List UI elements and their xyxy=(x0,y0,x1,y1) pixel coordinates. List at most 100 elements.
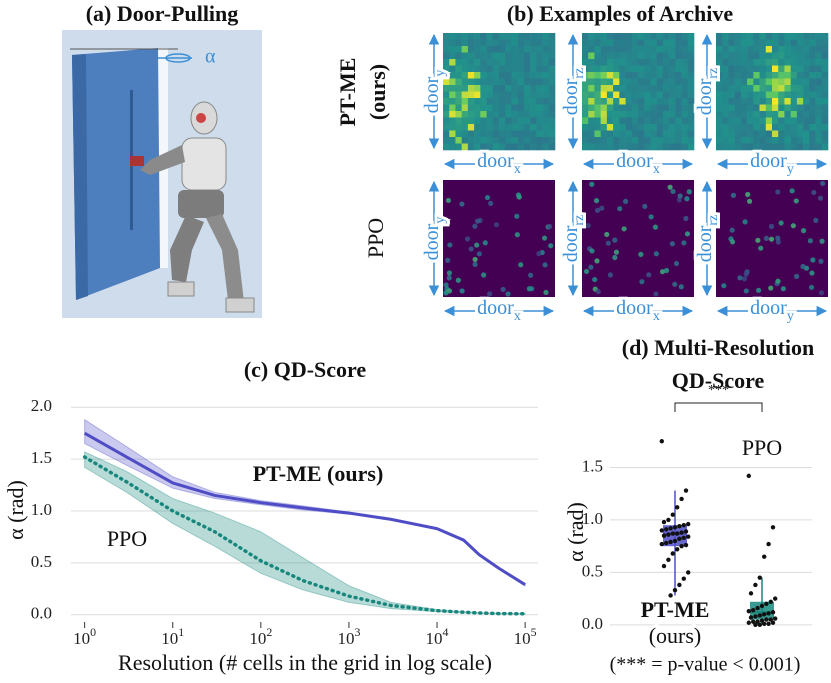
map-dot xyxy=(810,257,816,263)
map-cell xyxy=(582,33,589,40)
map-cell xyxy=(681,52,689,60)
map-cell xyxy=(542,124,550,131)
map-cell xyxy=(461,85,469,92)
map-dot xyxy=(768,236,775,242)
map-cell xyxy=(530,72,537,79)
map-cell xyxy=(505,85,512,92)
map-cell xyxy=(631,65,639,73)
map-cell xyxy=(548,124,556,131)
map-cell xyxy=(536,39,543,47)
map-cell xyxy=(619,111,626,118)
map-cell xyxy=(505,104,512,112)
map-cell xyxy=(734,124,742,131)
map-cell xyxy=(716,104,723,112)
map-cell xyxy=(594,65,601,73)
map-cell xyxy=(669,137,676,144)
map-cell xyxy=(486,65,494,73)
map-cell xyxy=(790,117,798,125)
map-cell xyxy=(536,98,543,105)
map-cell xyxy=(588,85,595,92)
map-cell xyxy=(650,130,657,138)
map-dot xyxy=(593,198,600,204)
map-cell xyxy=(644,98,651,105)
map-dot xyxy=(780,286,786,292)
map-cell xyxy=(523,39,531,47)
map-cell xyxy=(753,98,760,105)
map-cell xyxy=(505,124,512,131)
map-cell xyxy=(486,39,494,47)
map-cell xyxy=(461,98,469,105)
map-cell xyxy=(486,137,494,144)
map-cell xyxy=(594,91,601,99)
map-dot xyxy=(775,189,781,195)
map-cell xyxy=(480,137,487,144)
map-cell xyxy=(728,65,735,73)
map-cell xyxy=(542,143,550,151)
map-cell xyxy=(594,46,601,53)
map-cell xyxy=(594,72,601,79)
map-cell xyxy=(778,33,785,40)
map-cell xyxy=(821,65,829,73)
map-cell xyxy=(600,72,608,79)
map-cell xyxy=(675,78,682,86)
map-dot xyxy=(648,214,654,220)
map-cell xyxy=(619,52,626,60)
map-cell xyxy=(675,33,682,40)
map-cell xyxy=(619,65,626,73)
map-cell xyxy=(530,111,537,118)
map-cell xyxy=(517,39,525,47)
map-cell xyxy=(499,78,506,86)
map-cell xyxy=(480,39,487,47)
row-label: PT-ME xyxy=(335,58,360,127)
map-cell xyxy=(734,78,742,86)
map-cell xyxy=(809,78,816,86)
map-cell xyxy=(594,85,601,92)
map-cell xyxy=(530,98,537,105)
map-cell xyxy=(461,130,469,138)
map-cell xyxy=(681,130,689,138)
map-cell xyxy=(492,65,500,73)
map-cell xyxy=(511,85,518,92)
map-cell xyxy=(517,111,525,118)
map-cell xyxy=(523,117,531,125)
map-cell xyxy=(499,39,506,47)
map-cell xyxy=(638,117,645,125)
map-cell xyxy=(759,33,767,40)
map-cell xyxy=(656,98,664,105)
map-cell xyxy=(650,124,657,131)
data-point xyxy=(664,527,669,532)
map-dot xyxy=(446,270,453,276)
map-cell xyxy=(778,111,785,118)
map-cell xyxy=(765,124,773,131)
map-dot xyxy=(819,238,825,244)
map-cell xyxy=(511,104,518,112)
map-cell xyxy=(790,33,798,40)
map-cell xyxy=(747,111,754,118)
map-cell xyxy=(759,130,767,138)
map-cell xyxy=(675,91,682,99)
map-cell xyxy=(747,59,754,66)
map-dot xyxy=(604,231,610,238)
map-cell xyxy=(784,59,791,66)
map-cell xyxy=(759,117,767,125)
x-tick-label: 102 xyxy=(249,625,272,648)
map-cell xyxy=(809,124,816,131)
map-cell xyxy=(474,85,481,92)
map-cell xyxy=(499,117,506,125)
map-cell xyxy=(815,91,823,99)
map-cell xyxy=(499,72,506,79)
map-cell xyxy=(803,130,810,138)
map-cell xyxy=(809,111,816,118)
map-cell xyxy=(778,78,785,86)
map-cell xyxy=(681,137,689,144)
map-cell xyxy=(474,72,481,79)
map-cell xyxy=(588,78,595,86)
map-cell xyxy=(778,59,785,66)
map-dot xyxy=(500,286,506,293)
map-dot xyxy=(447,242,453,248)
map-cell xyxy=(772,72,779,79)
map-cell xyxy=(753,111,760,118)
map-cell xyxy=(449,117,456,125)
map-cell xyxy=(815,143,823,151)
map-dot xyxy=(743,288,749,294)
